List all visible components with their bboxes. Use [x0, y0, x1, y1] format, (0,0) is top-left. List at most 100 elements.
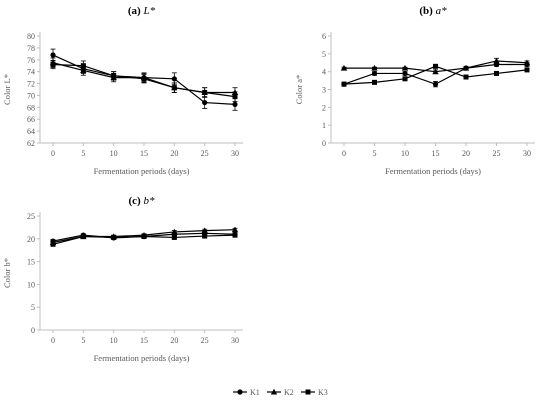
- y-tick-label: 68: [27, 103, 35, 112]
- x-tick-label: 15: [432, 149, 440, 158]
- series-k1-point-circle-marker: [171, 76, 177, 82]
- y-tick-label: 2: [322, 103, 326, 112]
- series-k3-point-square-marker: [341, 81, 347, 87]
- series-k2-point-triangle-marker: [401, 64, 409, 71]
- y-axis-label: Color L*: [2, 74, 12, 105]
- x-tick-label: 5: [81, 336, 85, 345]
- chart-panel-c: (c) b* 0 5 10 15 20 25 0 5 10 15 20 25 30 Fermentation…: [2, 195, 243, 363]
- series-k2-point-triangle-marker: [432, 68, 439, 75]
- y-tick-label: 72: [27, 80, 35, 89]
- series-k1-point-circle-marker: [50, 52, 56, 58]
- x-tick-label: 10: [110, 149, 118, 158]
- x-tick-label: 0: [51, 336, 55, 345]
- panel-title: (b) a*: [419, 5, 447, 17]
- legend-k3-label: K3: [318, 388, 328, 397]
- panel-variable: a*: [436, 5, 448, 17]
- x-tick-label: 25: [201, 149, 209, 158]
- y-tick-label: 76: [27, 56, 35, 65]
- series-k3-point-square-marker: [111, 73, 117, 79]
- series-k3-point-square-marker: [494, 70, 499, 76]
- series-k2-point-triangle-marker: [462, 64, 470, 71]
- series-k3-point-square-marker: [141, 234, 147, 240]
- series-k1-point-circle-marker: [371, 70, 378, 77]
- legend-k1-circle-marker: [237, 389, 243, 395]
- x-axis-label: Fermentation periods (days): [385, 166, 481, 176]
- series-k1-point-circle-marker: [232, 101, 238, 107]
- y-tick-label: 5: [322, 50, 326, 59]
- series-k2-point-triangle-marker: [523, 59, 531, 66]
- series-k1-point-circle-marker: [202, 99, 208, 106]
- series-k3-point-square-marker: [171, 85, 177, 91]
- y-tick-label: 0: [322, 139, 326, 148]
- chart-panel-b: (b) a* 0 1 2 3 4 5 6 0 5 10 15 20 25 30 Fermentation pe…: [294, 5, 535, 176]
- chart-panel-a: (a) L* 62 64 66 68 70 72 74 76 78 80 0 5 10 15 20 25 30 Fe…: [2, 5, 243, 176]
- y-tick-label: 15: [27, 258, 35, 267]
- y-tick-label: 66: [27, 115, 35, 124]
- series-k3-point-square-marker: [372, 79, 377, 85]
- x-tick-label: 25: [493, 149, 501, 158]
- y-tick-label: 6: [322, 32, 326, 41]
- series-k3-point-square-marker: [402, 76, 408, 82]
- y-tick-label: 20: [27, 235, 35, 244]
- x-axis-label: Fermentation periods (days): [94, 166, 190, 176]
- series-k3-point-square-marker: [232, 94, 238, 100]
- series-k2-point-triangle-marker: [231, 226, 239, 233]
- series-k1-point-circle-marker: [432, 81, 439, 87]
- legend-k3-square-marker: [305, 389, 311, 395]
- legend-k2-label: K2: [284, 388, 294, 397]
- series-k3-point-square-marker: [463, 74, 469, 80]
- y-tick-label: 25: [27, 212, 35, 221]
- series-k3-point-square-marker: [141, 76, 147, 82]
- series-k2-point-triangle-marker: [493, 57, 500, 64]
- series-k3-group: [50, 59, 238, 102]
- series-k3-point-square-marker: [80, 234, 86, 240]
- y-tick-label: 70: [27, 91, 35, 100]
- panel-variable: L*: [142, 5, 155, 17]
- x-tick-label: 15: [140, 336, 148, 345]
- series-k3-point-square-marker: [80, 63, 86, 69]
- x-tick-label: 20: [170, 149, 178, 158]
- x-tick-label: 30: [523, 149, 531, 158]
- y-axis-label: Color b*: [2, 258, 12, 288]
- x-tick-label: 0: [342, 149, 346, 158]
- series-k3-point-square-marker: [50, 241, 56, 247]
- series-k3-group: [50, 232, 238, 247]
- x-tick-label: 10: [401, 149, 409, 158]
- panel-label: (b): [419, 5, 435, 17]
- y-tick-label: 1: [322, 121, 326, 130]
- y-tick-label: 62: [27, 139, 35, 148]
- series-k3-point-square-marker: [111, 234, 117, 240]
- panel-title: (c) b*: [129, 195, 155, 207]
- series-k3-point-square-marker: [524, 67, 530, 73]
- x-tick-label: 5: [373, 149, 377, 158]
- series-k3-point-square-marker: [433, 63, 438, 69]
- y-tick-label: 78: [27, 44, 35, 53]
- x-axis-label: Fermentation periods (days): [94, 353, 190, 363]
- series-k2-point-triangle-marker: [171, 228, 178, 235]
- series-k1-point-circle-marker: [402, 70, 408, 77]
- y-tick-label: 74: [27, 68, 35, 77]
- series-k2-group: [340, 57, 531, 75]
- x-tick-label: 25: [201, 336, 209, 345]
- x-tick-label: 20: [170, 336, 178, 345]
- legend: K1 K2 K3: [233, 388, 328, 397]
- panel-variable: b*: [143, 195, 155, 207]
- x-tick-label: 15: [140, 149, 148, 158]
- series-k3-point-square-marker: [50, 62, 56, 68]
- y-tick-label: 4: [322, 68, 326, 77]
- y-tick-label: 64: [27, 127, 35, 136]
- legend-k1-label: K1: [250, 388, 260, 397]
- series-k3-point-square-marker: [232, 232, 238, 238]
- legend-k2-triangle-marker: [270, 388, 278, 395]
- series-k3-point-square-marker: [171, 234, 177, 240]
- y-tick-label: 10: [27, 280, 35, 289]
- y-tick-label: 3: [322, 86, 326, 95]
- series-k2-point-triangle-marker: [371, 64, 378, 71]
- panel-label: (a): [128, 5, 144, 17]
- x-tick-label: 30: [231, 149, 239, 158]
- x-tick-label: 30: [231, 336, 239, 345]
- y-tick-label: 0: [31, 326, 35, 335]
- x-tick-label: 0: [51, 149, 55, 158]
- x-tick-label: 5: [81, 149, 85, 158]
